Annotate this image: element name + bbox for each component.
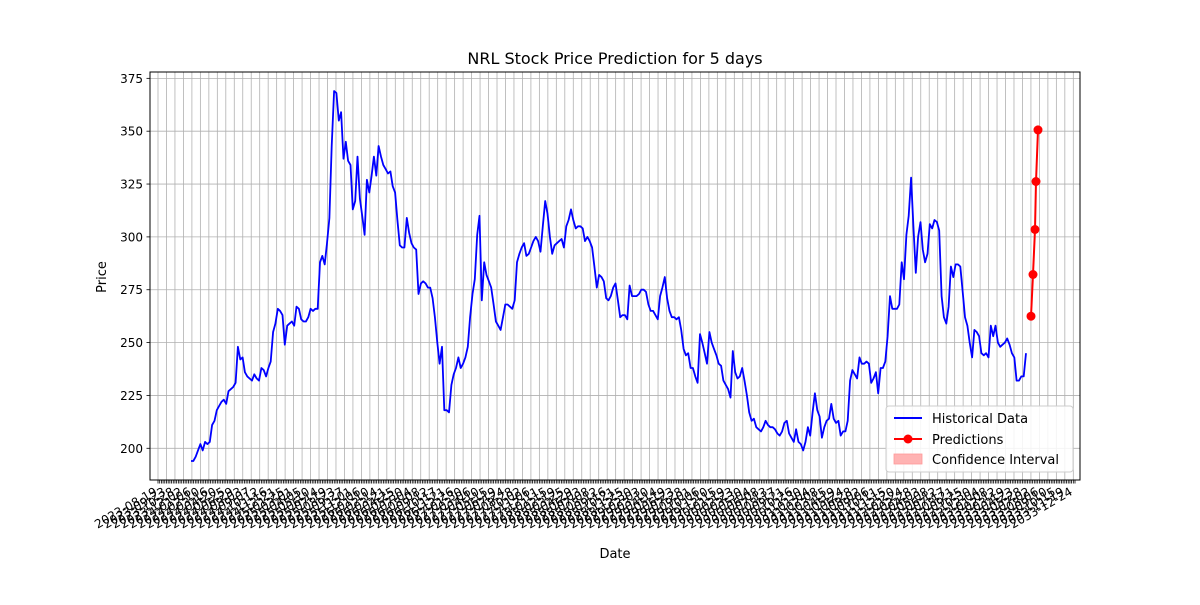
- prediction-point: [1028, 270, 1038, 279]
- x-axis-label: Date: [599, 547, 630, 562]
- y-tick-label: 325: [120, 178, 143, 192]
- prediction-point: [1026, 311, 1036, 321]
- y-axis-ticks: 200 225 250 275 300 325 350 375: [120, 72, 150, 456]
- legend: Historical Data Predictions Confidence I…: [885, 405, 1074, 473]
- series-line-predictions: [1030, 129, 1039, 317]
- legend-label-predictions: Predictions: [932, 433, 1004, 448]
- y-tick-label: 200: [120, 442, 143, 456]
- plot-frame: [149, 71, 1081, 481]
- y-tick-label: 300: [120, 230, 143, 244]
- y-gridlines: [150, 77, 1080, 449]
- y-tick-label: 350: [120, 125, 143, 139]
- prediction-point: [1031, 177, 1041, 186]
- prediction-point: [1033, 125, 1043, 135]
- y-tick-label: 250: [120, 336, 143, 350]
- prediction-point: [1030, 225, 1040, 234]
- chart-title: NRL Stock Price Prediction for 5 days: [467, 49, 762, 68]
- legend-box: [885, 405, 1074, 473]
- legend-label-historical: Historical Data: [932, 412, 1028, 427]
- y-tick-label: 375: [120, 72, 143, 86]
- y-axis-label: Price: [95, 261, 110, 293]
- x-axis-ticks: 2023-08-192023-09-232023-10-282023-12-02…: [92, 480, 1076, 531]
- y-tick-label: 275: [120, 283, 143, 297]
- legend-label-confidence: Confidence Interval: [932, 453, 1059, 468]
- x-gridlines: [157, 72, 1074, 480]
- series-layer: [191, 90, 1043, 462]
- y-tick-label: 225: [120, 389, 143, 403]
- legend-marker-predictions: [903, 434, 913, 444]
- series-line-historical: [191, 90, 1027, 462]
- legend-swatch-confidence: [893, 453, 923, 465]
